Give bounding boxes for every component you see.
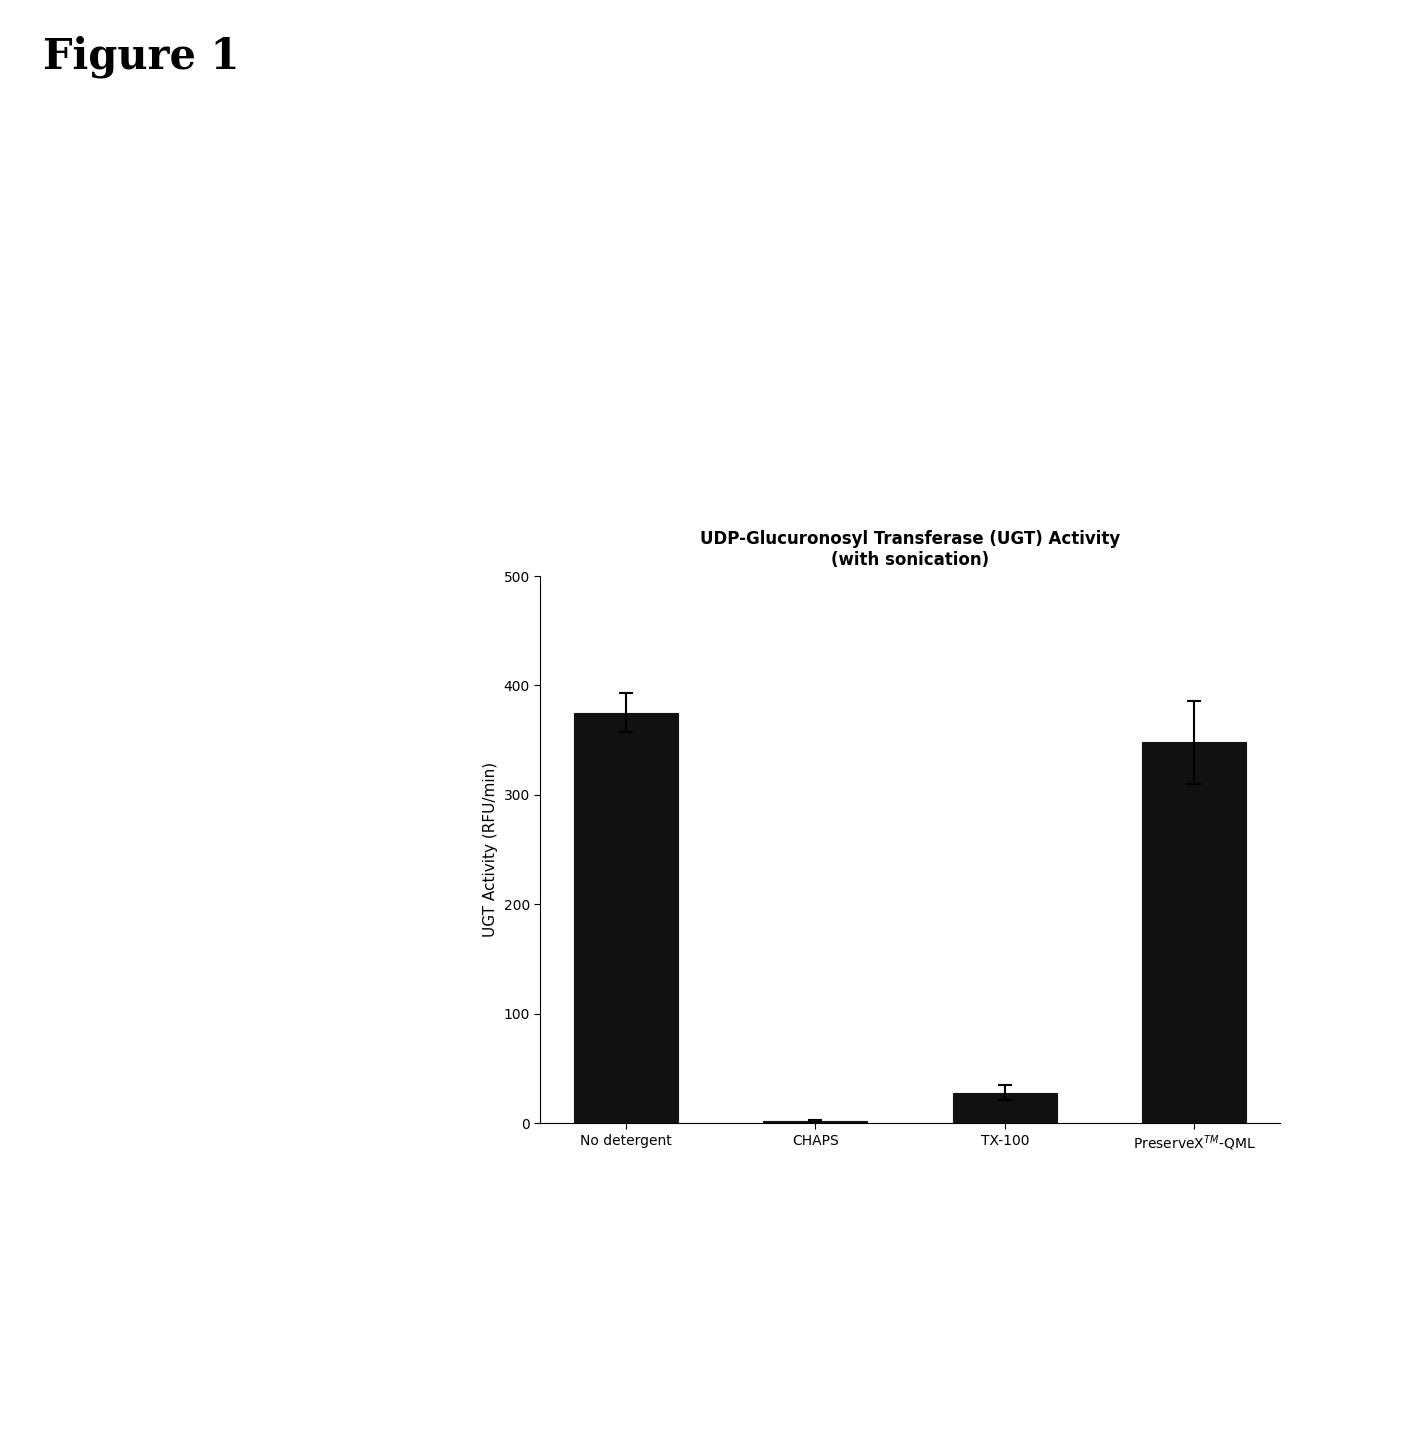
- Bar: [1142, 743, 1246, 1123]
- Bar: [764, 1120, 867, 1123]
- Bar: [953, 1093, 1057, 1123]
- Y-axis label: UGT Activity (RFU/min): UGT Activity (RFU/min): [483, 762, 498, 937]
- Bar: [574, 713, 678, 1123]
- Title: UDP-Glucuronosyl Transferase (UGT) Activity
(with sonication): UDP-Glucuronosyl Transferase (UGT) Activ…: [700, 530, 1121, 569]
- Text: Figure 1: Figure 1: [43, 36, 239, 79]
